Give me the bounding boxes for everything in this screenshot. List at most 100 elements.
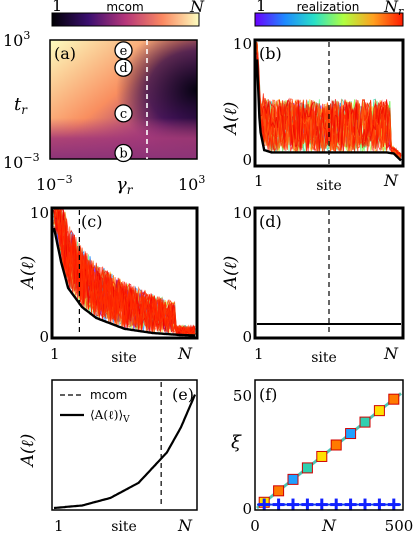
panel-a: ed c b (a) 103 10−3 tr 10−3 103 γr — [3, 29, 205, 197]
xlabel-e: site — [111, 519, 137, 535]
legend-e: mcom ⟨A(ℓ)⟩V — [60, 388, 130, 425]
scatter-plus-marker — [359, 498, 371, 511]
panel-label-c: (c) — [81, 212, 102, 231]
colorbar-mcom: 1 mcom N — [51, 0, 205, 27]
ytick-a-top: 103 — [3, 29, 30, 50]
colorbar-realization-right: Nr — [383, 0, 404, 18]
xtick-a-right: 103 — [178, 173, 205, 194]
svg-text:b: b — [119, 147, 127, 162]
xtick-f-500: 500 — [385, 517, 414, 535]
xtick-c-N: N — [177, 344, 193, 363]
ytick-c-0: 0 — [39, 328, 49, 346]
scatter-plus-marker — [373, 498, 386, 511]
scatter-series-f — [256, 392, 402, 511]
realization-curve — [54, 209, 196, 336]
axes-frame-e — [51, 379, 198, 511]
svg-text:d: d — [119, 61, 127, 76]
scatter-plus-marker — [344, 498, 357, 511]
ytick-b-0: 0 — [242, 151, 252, 169]
scatter-plus-marker — [301, 498, 314, 511]
svg-text:c: c — [120, 107, 127, 122]
heatmap-point-b: b — [114, 143, 133, 163]
xlabel-f: N — [321, 516, 337, 535]
ylabel-d: A(ℓ) — [221, 256, 241, 291]
realization-curves-b — [256, 41, 402, 161]
axes-frame-b — [253, 38, 405, 168]
panel-label-a: (a) — [54, 44, 76, 63]
scatter-square-marker — [316, 450, 328, 462]
heatmap-point-e: e — [114, 41, 133, 60]
svg-text:e: e — [120, 44, 128, 59]
panel-label-e: (e) — [172, 385, 194, 404]
ytick-d-10: 10 — [233, 204, 252, 222]
xtick-c-1: 1 — [50, 345, 60, 363]
panel-f: (f) ξ 50 0 0 500 N — [231, 379, 414, 535]
xlabel-c: site — [111, 350, 137, 366]
colorbar-mcom-right: N — [189, 0, 205, 16]
mean-curve-e — [53, 394, 197, 510]
xlabel-a: γr — [116, 174, 134, 197]
ylabel-c: A(ℓ) — [18, 256, 38, 291]
xtick-f-0: 0 — [250, 517, 260, 535]
ytick-f-50: 50 — [233, 387, 252, 405]
ylabel-e: A(ℓ) — [18, 434, 38, 469]
panel-label-d: (d) — [259, 212, 282, 231]
ytick-c-10: 10 — [30, 204, 49, 222]
realization-curve — [53, 209, 196, 336]
scatter-square-marker — [345, 428, 357, 440]
colorbar-mcom-gradient — [51, 12, 200, 27]
ytick-d-0: 0 — [242, 328, 252, 346]
panel-c: (c) A(ℓ) 10 0 1 N site — [18, 204, 199, 366]
panel-e: (e) mcom ⟨A(ℓ)⟩V A(ℓ) 1 N site — [18, 379, 198, 535]
ylabel-b: A(ℓ) — [221, 102, 241, 137]
scatter-square-marker — [273, 485, 285, 497]
colorbar-realization-left: 1 — [256, 0, 266, 15]
scatter-square-marker — [373, 405, 385, 417]
colorbar-realization: 1 realization Nr — [254, 0, 404, 27]
axes-frame-f — [254, 379, 404, 511]
scatter-plus-marker — [315, 498, 328, 511]
xtick-b-1: 1 — [254, 172, 264, 190]
colorbar-realization-label: realization — [297, 0, 360, 14]
scatter-square-marker — [388, 393, 400, 405]
scatter-plus-marker — [258, 498, 271, 511]
xtick-a-left: 10−3 — [36, 173, 73, 194]
panel-label-b: (b) — [259, 44, 282, 63]
realization-curves-c — [53, 208, 196, 337]
xtick-b-N: N — [383, 171, 399, 190]
panel-b: (b) A(ℓ) 10 0 1 N site — [221, 35, 405, 194]
ytick-a-bottom: 10−3 — [3, 151, 40, 172]
scatter-square-marker — [287, 473, 299, 485]
xtick-e-N: N — [177, 516, 193, 535]
xtick-e-1: 1 — [54, 517, 64, 535]
colorbar-mcom-label: mcom — [106, 0, 143, 14]
axes-frame-d — [253, 206, 405, 340]
legend-e-label-mcom: mcom — [90, 388, 127, 402]
scatter-plus-marker — [272, 498, 285, 511]
axes-frame-c — [50, 206, 199, 340]
realization-curve — [54, 209, 196, 334]
panel-label-f: (f) — [259, 385, 277, 404]
panel-d: (d) A(ℓ) 10 0 1 N site — [221, 204, 405, 366]
legend-e-label-mean: ⟨A(ℓ)⟩V — [90, 408, 130, 425]
heatmap-point-c: c — [114, 104, 133, 123]
scatter-plus-marker — [387, 498, 400, 511]
heatmap-point-d: d — [114, 58, 133, 77]
mean-curve-c — [52, 227, 195, 337]
colorbar-realization-gradient — [254, 12, 404, 27]
ylabel-a: tr — [14, 94, 28, 117]
scatter-plus-marker — [330, 498, 343, 511]
ytick-f-0: 0 — [242, 500, 252, 518]
scatter-plus-marker — [287, 498, 299, 511]
xlabel-d: site — [311, 350, 337, 366]
scatter-square-marker — [330, 439, 342, 451]
colorbar-mcom-left: 1 — [52, 0, 62, 15]
ytick-b-10: 10 — [233, 35, 252, 53]
xlabel-b: site — [316, 178, 342, 194]
scatter-square-marker — [301, 462, 313, 474]
xtick-d-N: N — [383, 344, 399, 363]
xtick-d-1: 1 — [254, 345, 264, 363]
scatter-square-marker — [359, 416, 371, 428]
ylabel-f: ξ — [231, 432, 242, 453]
